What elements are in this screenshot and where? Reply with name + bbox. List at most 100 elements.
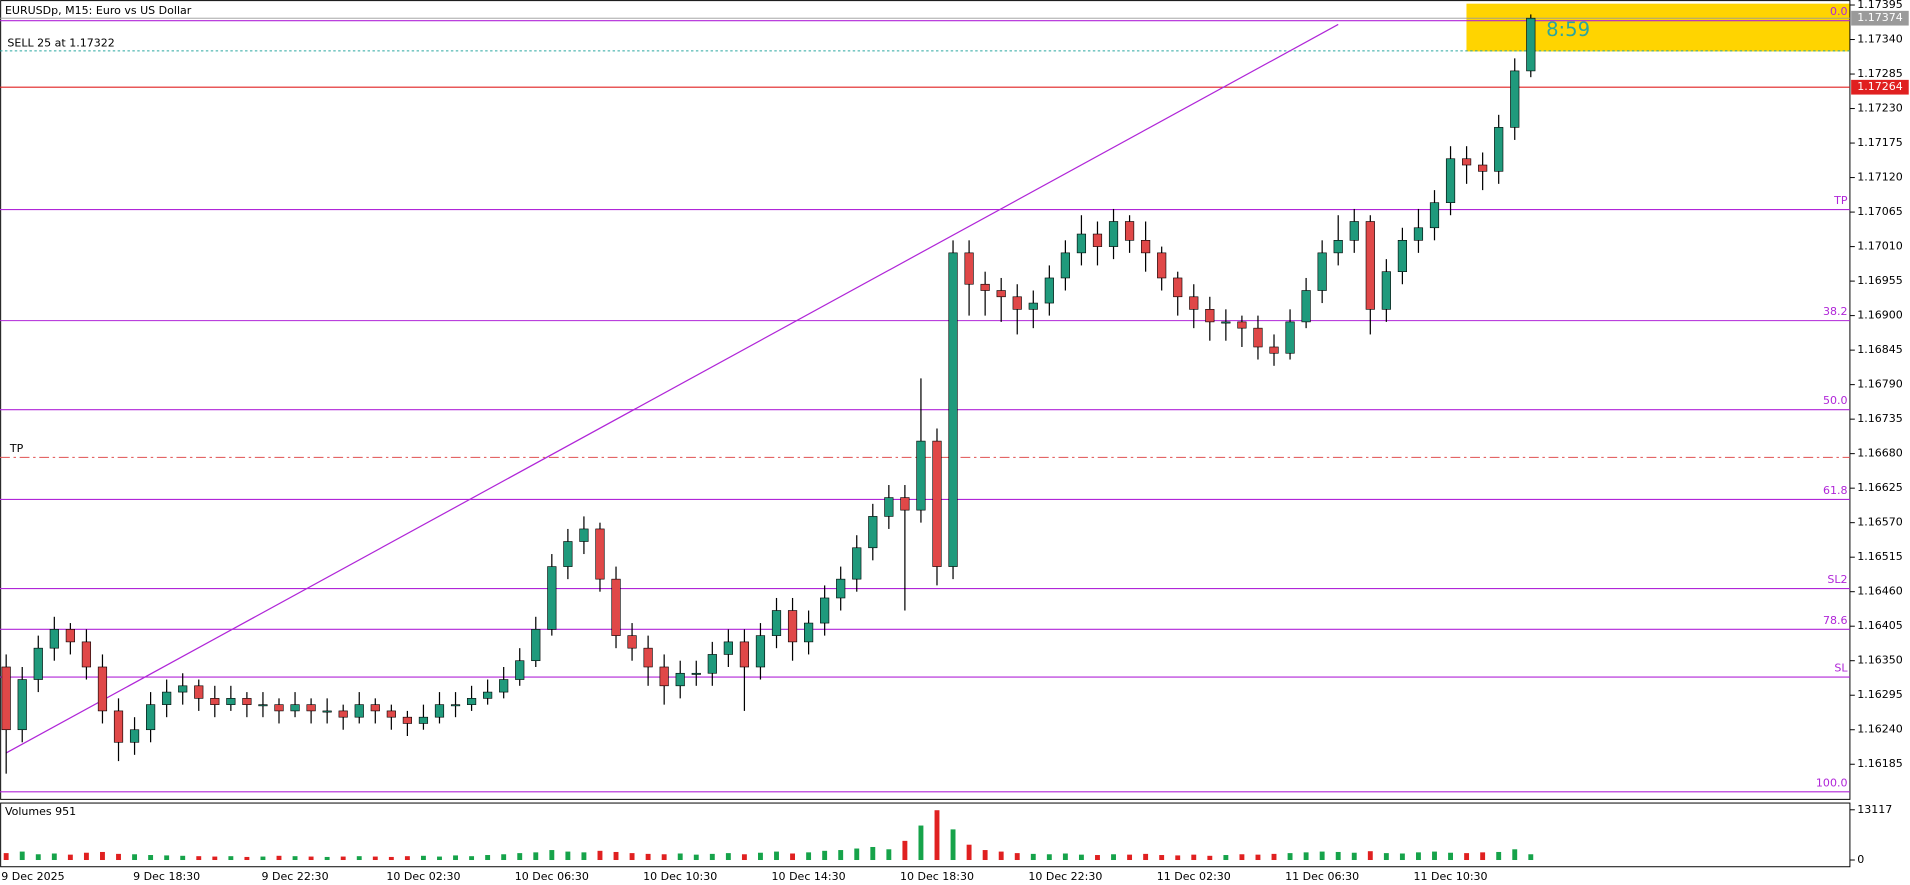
- volume-bar: [1143, 853, 1149, 861]
- candle-body: [1445, 158, 1456, 203]
- y-tick-label: 1.17065: [1857, 205, 1903, 218]
- candle-body: [1060, 252, 1070, 279]
- volume-bar: [1415, 852, 1421, 861]
- y-tick-label: 1.16405: [1857, 619, 1903, 632]
- volume-bar: [35, 854, 41, 861]
- volume-bar: [661, 854, 667, 861]
- volume-bar: [1191, 854, 1197, 861]
- volume-bar: [1095, 855, 1100, 861]
- volume-bar: [966, 844, 972, 861]
- volume-bar: [1014, 853, 1020, 861]
- x-tick-label: 10 Dec 18:30: [900, 870, 974, 883]
- candle-body: [739, 641, 750, 668]
- y-tick-label: 1.17010: [1857, 240, 1903, 253]
- y-tick-label: 1.17285: [1857, 67, 1903, 80]
- volume-bar: [725, 853, 731, 861]
- candle-body: [1301, 290, 1311, 323]
- volume-bar: [19, 851, 25, 861]
- volume-bar: [1383, 853, 1389, 861]
- volume-bar: [1319, 851, 1325, 861]
- candle-body: [1124, 221, 1135, 241]
- candle-body: [386, 710, 396, 718]
- candle-body: [1157, 252, 1167, 279]
- volume-bar: [1367, 851, 1373, 861]
- volume-bar: [51, 853, 57, 861]
- candle-body: [97, 666, 108, 712]
- candle-body: [515, 660, 525, 680]
- volume-bar: [1496, 851, 1502, 861]
- volume-bar: [340, 856, 346, 861]
- candle-body: [691, 672, 701, 675]
- candle-body: [771, 610, 782, 636]
- countdown: 8:59: [1546, 18, 1590, 41]
- x-tick-label: 10 Dec 22:30: [1028, 870, 1102, 883]
- candle-body: [1462, 158, 1472, 166]
- candle-body: [17, 679, 27, 731]
- volume-bar: [613, 851, 619, 861]
- candle-body: [1141, 240, 1151, 254]
- volume-bar: [870, 846, 876, 861]
- x-tick-label: 11 Dec 10:30: [1413, 870, 1487, 883]
- volume-bar: [100, 851, 105, 861]
- volume-bar: [1062, 853, 1068, 861]
- candle-body: [33, 647, 43, 680]
- volume-bar: [758, 852, 763, 861]
- tp-label: TP: [9, 442, 24, 455]
- volume-bar: [549, 850, 555, 861]
- volume-bar: [116, 853, 121, 861]
- volume-bar: [1223, 855, 1229, 861]
- candle-body: [434, 704, 445, 718]
- candle-body: [1526, 17, 1536, 72]
- volume-bar: [1207, 855, 1213, 861]
- candle-body: [1092, 233, 1103, 247]
- volume-bar: [709, 853, 715, 861]
- candle-body: [1028, 302, 1038, 310]
- candle-body: [900, 497, 910, 511]
- volume-bar: [212, 856, 218, 861]
- candle-body: [274, 704, 284, 712]
- candle-body: [868, 516, 878, 549]
- candle-body: [81, 641, 92, 668]
- volume-bar: [597, 850, 603, 861]
- volume-bar: [180, 855, 186, 861]
- y-tick-label: 1.17120: [1857, 171, 1903, 184]
- candle-body: [755, 635, 766, 668]
- volume-bar: [388, 856, 394, 861]
- y-tick-label: 1.17175: [1857, 136, 1903, 149]
- y-tick-label: 1.16955: [1857, 274, 1903, 287]
- y-tick-label: 1.17395: [1857, 0, 1903, 11]
- candle-body: [1076, 233, 1087, 254]
- volume-bar: [886, 849, 892, 861]
- level-label: SL2: [1827, 573, 1847, 586]
- volume-bar: [677, 853, 683, 861]
- volume-bar: [292, 856, 298, 861]
- candle-body: [1237, 321, 1247, 329]
- candle-body: [707, 654, 717, 674]
- trendline: [5, 23, 1339, 754]
- volume-bar: [1432, 851, 1437, 861]
- volume-bar: [276, 855, 282, 861]
- x-tick-label: 10 Dec 14:30: [772, 870, 846, 883]
- volume-bar: [1030, 853, 1036, 861]
- y-tick-label: 1.16790: [1857, 378, 1903, 391]
- volume-bar: [420, 855, 426, 861]
- volume-bar: [629, 853, 635, 861]
- chart-title: EURUSDp, M15: Euro vs US Dollar: [5, 4, 192, 17]
- volume-bar: [774, 851, 779, 861]
- volume-bar: [918, 825, 924, 861]
- volume-bar: [1111, 854, 1116, 861]
- y-tick-label: 1.16680: [1857, 447, 1903, 460]
- volume-bar: [148, 855, 154, 861]
- candle-body: [499, 679, 509, 693]
- level-label: 0.0: [1830, 5, 1848, 18]
- candle-body: [723, 641, 733, 655]
- volume-bar: [1448, 852, 1453, 861]
- candle-body: [306, 704, 316, 712]
- volume-bar: [838, 850, 844, 861]
- y-tick-label: 1.16515: [1857, 550, 1903, 563]
- price-panel: [0, 0, 1851, 800]
- volume-bar: [453, 855, 458, 861]
- volume-bar: [982, 850, 988, 861]
- x-tick-label: 11 Dec 06:30: [1285, 870, 1359, 883]
